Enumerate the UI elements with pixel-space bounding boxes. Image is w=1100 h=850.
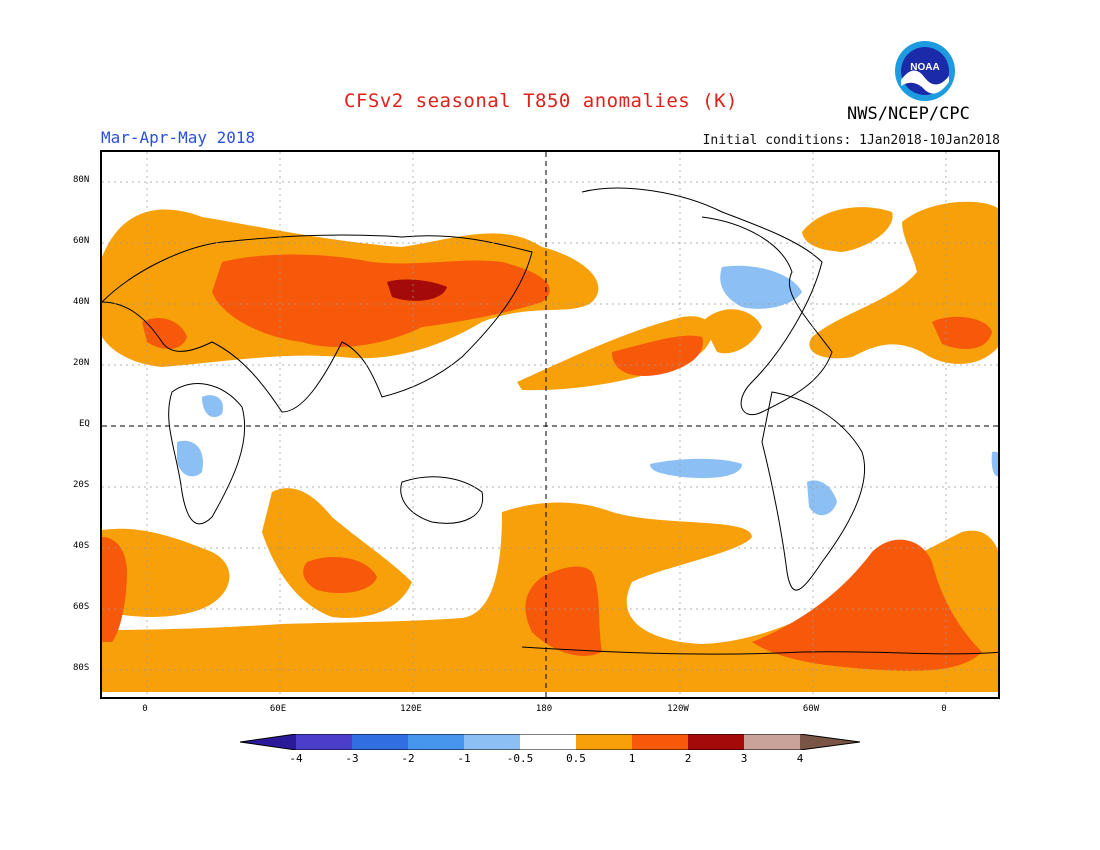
colorbar-segment (800, 734, 860, 750)
lon-tick: 120E (400, 704, 422, 714)
colorbar-label: 3 (740, 752, 748, 765)
lat-tick: 60N (73, 236, 90, 246)
colorbar-segment (688, 734, 744, 750)
lat-tick: 20N (73, 358, 90, 368)
logo-text: NOAA (910, 62, 939, 73)
colorbar-label: 4 (796, 752, 804, 765)
colorbar-label: -2 (401, 752, 415, 765)
colorbar-label: 1 (628, 752, 636, 765)
colorbar-segment (408, 734, 464, 750)
colorbar-segment (576, 734, 632, 750)
colorbar-segment (632, 734, 688, 750)
map-title: CFSv2 seasonal T850 anomalies (K) (344, 90, 738, 112)
lat-tick: 20S (73, 480, 90, 490)
lon-grid (146, 152, 947, 697)
colorbar-segment (352, 734, 408, 750)
colorbar-segment (240, 734, 296, 750)
noaa-logo-icon: NOAA (894, 40, 956, 102)
lat-tick: EQ (79, 419, 90, 429)
lon-tick: 120W (667, 704, 689, 714)
lon-tick: 60E (269, 704, 287, 714)
forecast-period: Mar-Apr-May 2018 (101, 128, 256, 147)
colorbar-label: 2 (684, 752, 692, 765)
colorbar (239, 733, 862, 754)
colorbar-segment (464, 734, 520, 750)
very-strong-positive-fields (387, 279, 447, 301)
lon-tick: 60W (802, 704, 820, 714)
lon-tick: 180 (535, 704, 553, 714)
colorbar-segment (744, 734, 800, 750)
colorbar-label: -0.5 (506, 752, 534, 765)
colorbar-segment (520, 734, 576, 750)
agency-label: NWS/NCEP/CPC (847, 104, 970, 124)
colorbar-segment (296, 734, 352, 750)
colorbar-label: -3 (345, 752, 359, 765)
initial-conditions: Initial conditions: 1Jan2018-10Jan2018 (702, 133, 1000, 148)
lat-tick: 80N (73, 175, 90, 185)
colorbar-label: 0.5 (566, 752, 586, 765)
lat-grid (102, 181, 998, 671)
anomaly-map (100, 150, 1000, 699)
lon-tick: 0 (941, 704, 947, 714)
colorbar-label: -4 (289, 752, 303, 765)
lat-tick: 40S (73, 541, 90, 551)
colorbar-label: -1 (457, 752, 471, 765)
lat-tick: 80S (73, 663, 90, 673)
lon-tick: 0 (142, 704, 148, 714)
lat-tick: 60S (73, 602, 90, 612)
negative-anomaly-fields (177, 265, 998, 516)
lat-tick: 40N (73, 297, 90, 307)
